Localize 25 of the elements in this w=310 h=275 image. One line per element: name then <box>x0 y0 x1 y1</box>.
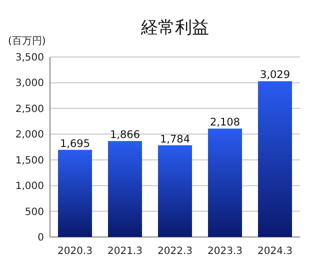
data-label: 2,108 <box>210 116 240 129</box>
x-tick-label: 2023.3 <box>208 246 242 257</box>
data-label: 1,695 <box>60 138 90 150</box>
y-tick-label: 3,000 <box>15 78 44 90</box>
data-label: 3,029 <box>260 69 290 82</box>
bar <box>158 145 192 237</box>
x-tick-label: 2020.3 <box>58 246 92 257</box>
bar <box>58 150 92 237</box>
y-tick-label: 1,500 <box>15 155 44 166</box>
data-label: 1,784 <box>160 133 190 146</box>
bar <box>208 128 242 237</box>
y-axis-title: (百万円) <box>8 36 46 47</box>
bar <box>258 81 292 237</box>
x-tick-label: 2021.3 <box>108 246 142 257</box>
y-tick-label: 1,000 <box>15 181 44 192</box>
chart-title: 経常利益 <box>140 18 209 38</box>
y-tick-label: 3,500 <box>15 52 44 64</box>
x-tick-label: 2024.3 <box>258 246 292 257</box>
x-tick-label: 2022.3 <box>158 246 192 257</box>
y-tick-label: 500 <box>24 206 44 218</box>
y-tick-label: 2,500 <box>15 104 44 115</box>
y-tick-label: 0 <box>38 232 44 244</box>
y-tick-label: 2,000 <box>15 130 44 141</box>
data-label: 1,866 <box>110 129 140 142</box>
bar <box>108 141 142 237</box>
